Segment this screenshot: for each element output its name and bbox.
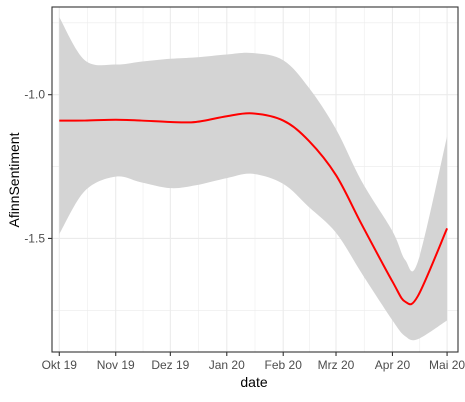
x-tick-label: Okt 19 [42, 358, 78, 372]
y-axis-title: AfinnSentiment [6, 132, 22, 227]
y-tick-label: -1.0 [24, 88, 45, 102]
x-tick-label: Jan 20 [209, 358, 245, 372]
x-axis-title: date [240, 374, 267, 390]
panel-border [51, 6, 459, 353]
x-tick-label: Feb 20 [265, 358, 303, 372]
y-tick-label: -1.5 [24, 231, 45, 245]
y-axis-ticks: -1.0 -1.5 [24, 88, 52, 245]
x-tick-label: Mai 20 [429, 358, 465, 372]
x-axis-ticks: Okt 19 Nov 19 Dez 19 Jan 20 Feb 20 Mrz 20 Apr … [42, 352, 465, 372]
sentiment-line [59, 112, 448, 306]
confidence-band [59, 17, 448, 341]
x-tick-label: Nov 19 [97, 358, 135, 372]
x-tick-label: Mrz 20 [318, 358, 355, 372]
x-tick-label: Dez 19 [151, 358, 189, 372]
x-tick-label: Apr 20 [375, 358, 411, 372]
